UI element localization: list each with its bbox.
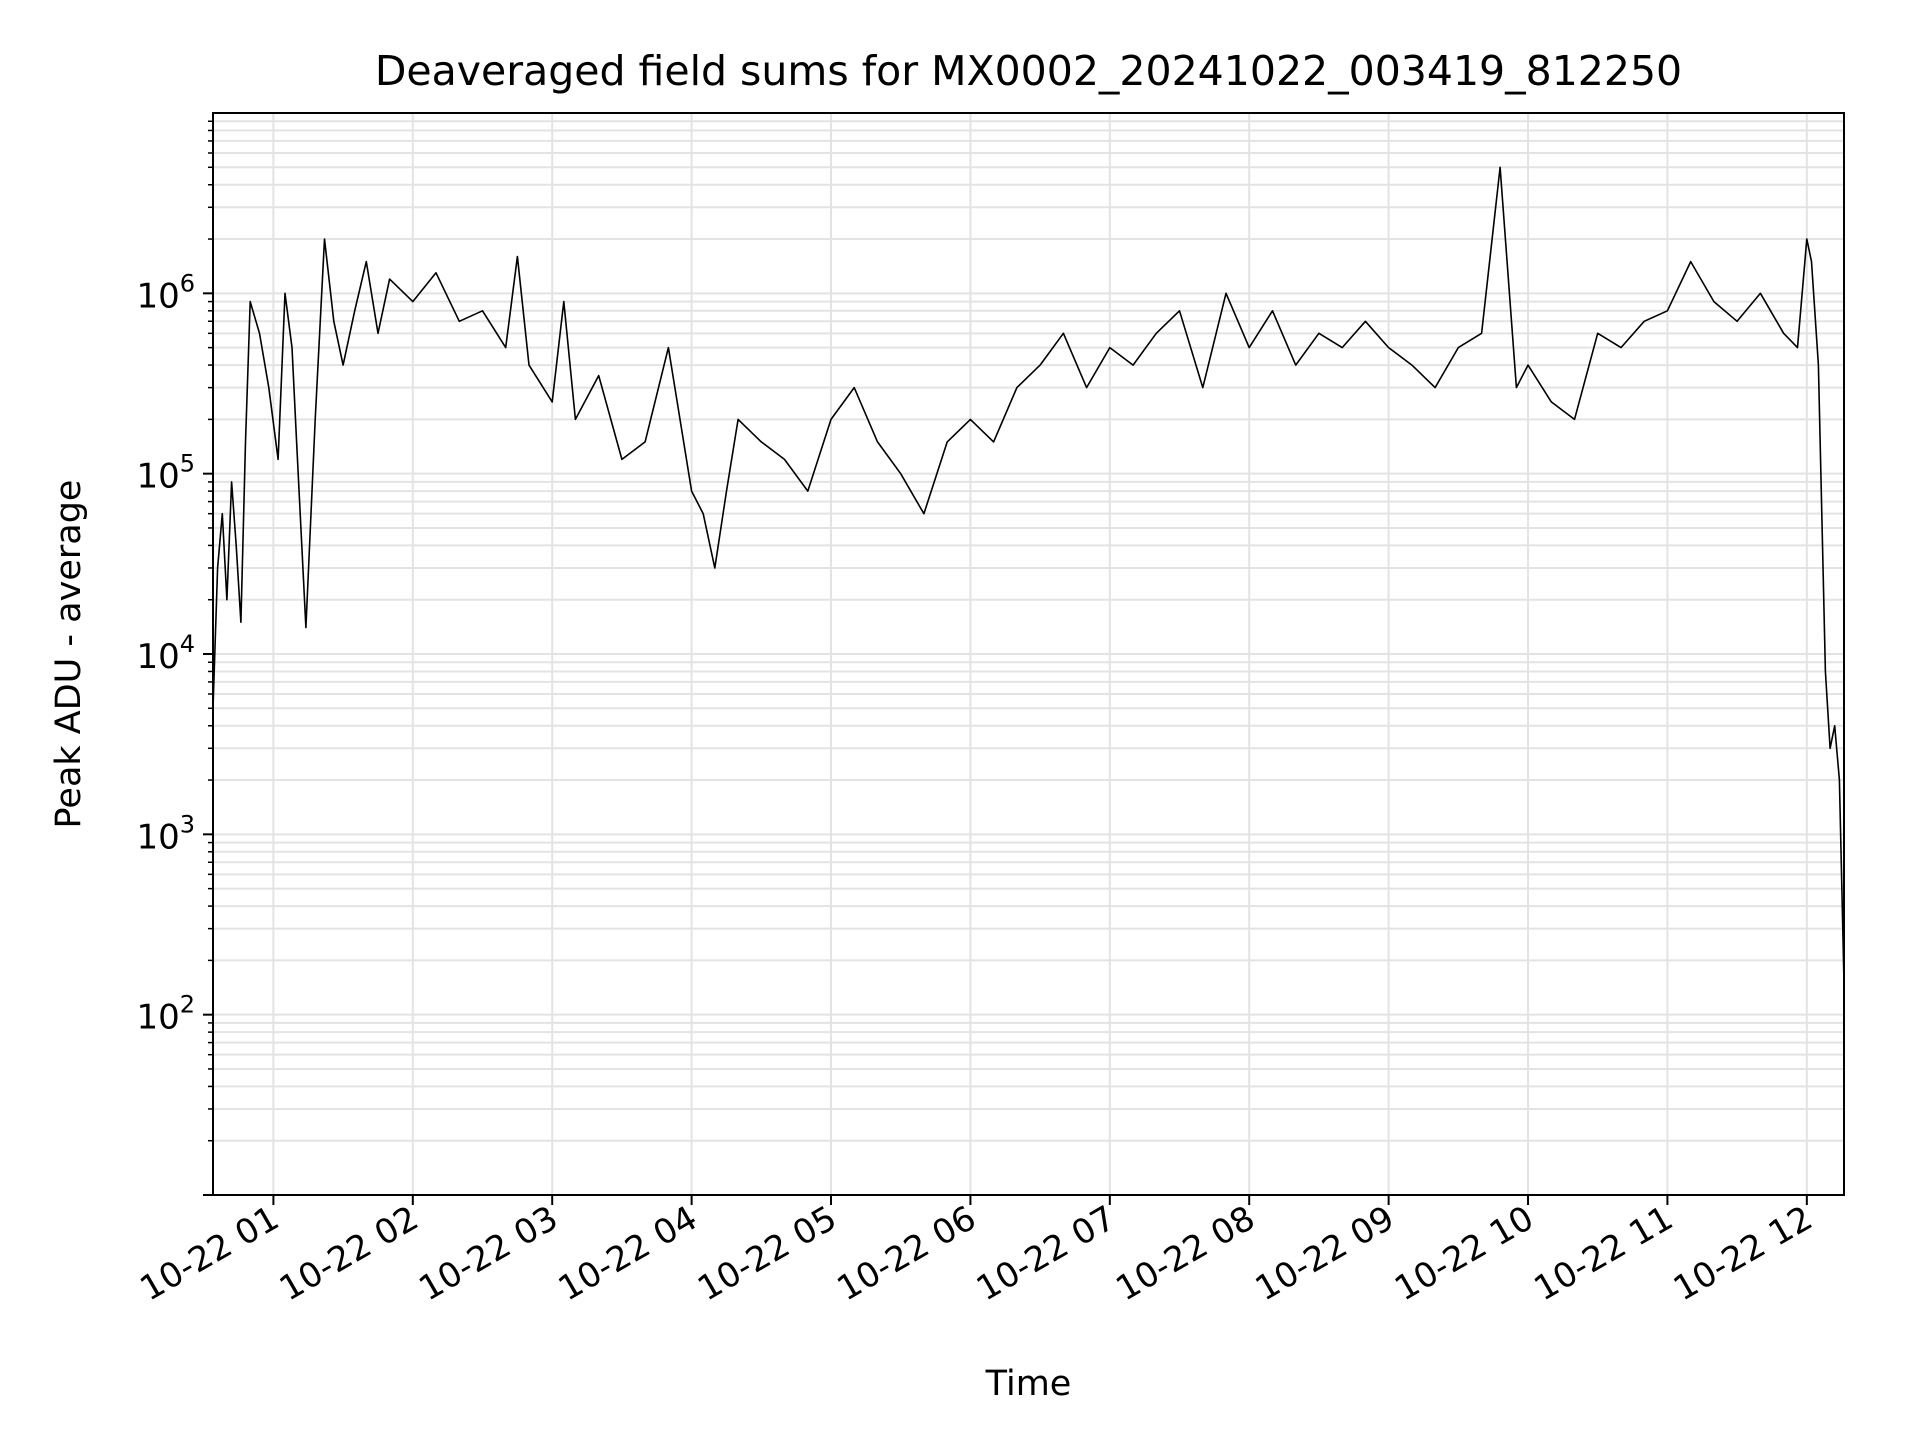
- series-layer: [212, 166, 1845, 983]
- y-tick-label: 102: [136, 991, 195, 1038]
- grid-layer: [213, 113, 1844, 1196]
- y-tick-label: 104: [136, 630, 195, 677]
- series-line: [212, 166, 1845, 983]
- y-tick-label: 105: [136, 450, 195, 497]
- y-tick-label: 106: [136, 269, 195, 316]
- y-axis-label: Peak ADU - average: [49, 480, 89, 829]
- y-tick-label: 103: [136, 810, 195, 857]
- x-axis-label: Time: [985, 1364, 1072, 1404]
- chart-title: Deaveraged field sums for MX0002_2024102…: [375, 47, 1682, 95]
